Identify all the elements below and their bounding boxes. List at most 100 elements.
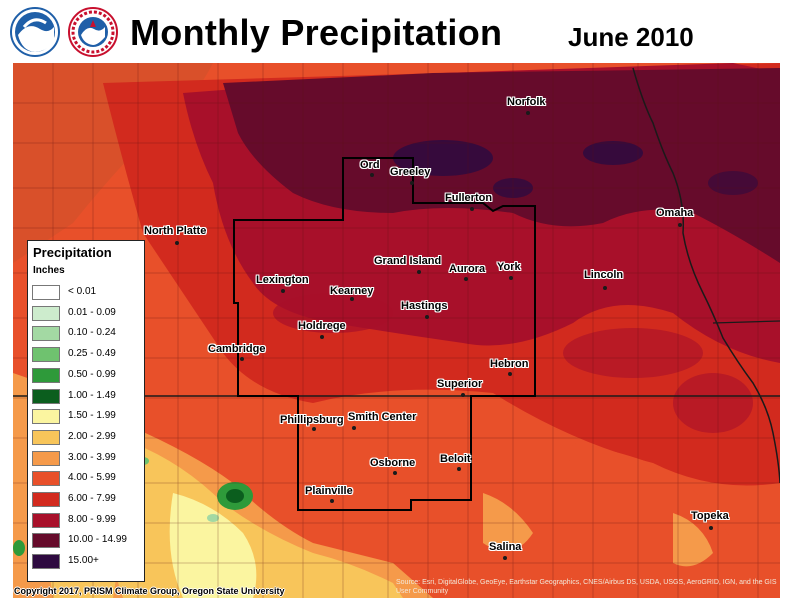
- city-dot-cambridge: [240, 357, 244, 361]
- city-label-topeka: Topeka: [691, 510, 729, 522]
- city-dot-kearney: [350, 297, 354, 301]
- city-label-norfolk: Norfolk: [507, 96, 546, 108]
- legend-swatch: [32, 492, 60, 507]
- city-label-aurora: Aurora: [449, 263, 486, 275]
- city-dot-omaha: [678, 223, 682, 227]
- legend-swatch: [32, 512, 60, 528]
- city-label-smith-center: Smith Center: [348, 411, 417, 423]
- legend-swatch: [32, 409, 60, 425]
- city-label-north-platte: North Platte: [144, 225, 207, 237]
- city-dot-superior: [461, 393, 465, 397]
- city-dot-topeka: [709, 526, 713, 530]
- city-label-cambridge: Cambridge: [208, 343, 266, 355]
- legend-item: 0.50 - 0.99: [32, 367, 142, 384]
- city-dot-hebron: [508, 372, 512, 376]
- legend-swatch: [32, 429, 60, 445]
- legend-swatch: [32, 388, 60, 404]
- legend-label: 10.00 - 14.99: [68, 534, 127, 546]
- city-label-phillipsburg: Phillipsburg: [280, 414, 344, 426]
- city-label-greeley: Greeley: [390, 166, 431, 178]
- city-dot-holdrege: [320, 335, 324, 339]
- city-dot-lexington: [281, 289, 285, 293]
- header: Monthly Precipitation June 2010: [0, 0, 792, 62]
- legend-label: 0.01 - 0.09: [68, 306, 116, 318]
- legend-swatch: [32, 285, 60, 300]
- city-label-lincoln: Lincoln: [584, 269, 624, 281]
- legend-swatch: [32, 326, 60, 342]
- legend-swatch: [32, 471, 60, 487]
- legend-item: 1.00 - 1.49: [32, 388, 142, 405]
- legend-swatch: [32, 533, 60, 549]
- legend-item: < 0.01: [32, 285, 142, 301]
- legend-item: 2.00 - 2.99: [32, 429, 142, 446]
- legend-item: 0.25 - 0.49: [32, 347, 142, 363]
- legend-item: 3.00 - 3.99: [32, 450, 142, 467]
- legend-item: 15.00+: [32, 554, 142, 570]
- legend-item: 0.01 - 0.09: [32, 305, 142, 322]
- legend-item: 1.50 - 1.99: [32, 409, 142, 425]
- legend-label: 1.00 - 1.49: [68, 389, 116, 401]
- legend-swatch: [32, 450, 60, 466]
- map-title: Monthly Precipitation: [130, 12, 503, 53]
- legend-label: 4.00 - 5.99: [68, 472, 116, 484]
- city-dot-plainville: [330, 499, 334, 503]
- legend-label: < 0.01: [68, 286, 97, 297]
- city-dot-salina: [503, 556, 507, 560]
- legend-label: 0.50 - 0.99: [68, 368, 116, 380]
- city-label-holdrege: Holdrege: [298, 320, 346, 332]
- city-label-superior: Superior: [437, 378, 483, 390]
- city-label-lexington: Lexington: [256, 274, 309, 286]
- legend-label: 6.00 - 7.99: [68, 493, 116, 504]
- city-label-hebron: Hebron: [490, 358, 529, 370]
- legend-item: 10.00 - 14.99: [32, 533, 142, 549]
- noaa-logo-icon: [10, 7, 60, 57]
- city-dot-ord: [370, 173, 374, 177]
- city-label-plainville: Plainville: [305, 485, 353, 497]
- city-dot-aurora: [464, 277, 468, 281]
- city-dot-fullerton: [470, 207, 474, 211]
- city-label-ord: Ord: [360, 159, 380, 171]
- legend-title: Precipitation: [33, 245, 112, 260]
- legend-label: 15.00+: [68, 555, 99, 567]
- legend-units: Inches: [33, 265, 65, 276]
- legend-label: 0.10 - 0.24: [68, 327, 116, 339]
- city-label-york: York: [497, 261, 521, 273]
- city-label-beloit: Beloit: [440, 453, 471, 465]
- city-dot-york: [509, 276, 513, 280]
- legend-item: 8.00 - 9.99: [32, 512, 142, 529]
- legend: Precipitation Inches < 0.01 0.01 - 0.09 0.…: [27, 240, 145, 582]
- city-dot-grand-island: [417, 270, 421, 274]
- legend-item: 0.10 - 0.24: [32, 326, 142, 342]
- city-label-omaha: Omaha: [656, 207, 694, 219]
- city-dot-hastings: [425, 315, 429, 319]
- city-dot-north-platte: [175, 241, 179, 245]
- legend-label: 2.00 - 2.99: [68, 430, 116, 442]
- city-dot-norfolk: [526, 111, 530, 115]
- legend-label: 1.50 - 1.99: [68, 410, 116, 422]
- legend-label: 3.00 - 3.99: [68, 451, 116, 463]
- legend-swatch: [32, 554, 60, 570]
- legend-label: 8.00 - 9.99: [68, 513, 116, 525]
- city-dot-phillipsburg: [312, 427, 316, 431]
- city-label-grand-island: Grand Island: [374, 255, 442, 267]
- city-dot-beloit: [457, 467, 461, 471]
- city-dot-smith-center: [352, 426, 356, 430]
- map-date: June 2010: [568, 22, 694, 52]
- city-label-kearney: Kearney: [330, 285, 374, 297]
- city-label-hastings: Hastings: [401, 300, 448, 312]
- legend-swatch: [32, 305, 60, 321]
- city-dot-lincoln: [603, 286, 607, 290]
- legend-item: 4.00 - 5.99: [32, 471, 142, 487]
- nws-logo-icon: [68, 7, 118, 57]
- legend-label: 0.25 - 0.49: [68, 348, 116, 360]
- legend-item: 6.00 - 7.99: [32, 492, 142, 508]
- legend-swatch: [32, 347, 60, 363]
- legend-swatch: [32, 367, 60, 383]
- copyright-text: Copyright 2017, PRISM Climate Group, Ore…: [14, 586, 285, 596]
- city-label-salina: Salina: [489, 541, 522, 553]
- attribution-text: Source: Esri, DigitalGlobe, GeoEye, Eart…: [396, 579, 777, 595]
- city-label-fullerton: Fullerton: [445, 192, 493, 204]
- city-dot-osborne: [393, 471, 397, 475]
- city-dot-greeley: [410, 181, 414, 185]
- city-label-osborne: Osborne: [370, 457, 416, 469]
